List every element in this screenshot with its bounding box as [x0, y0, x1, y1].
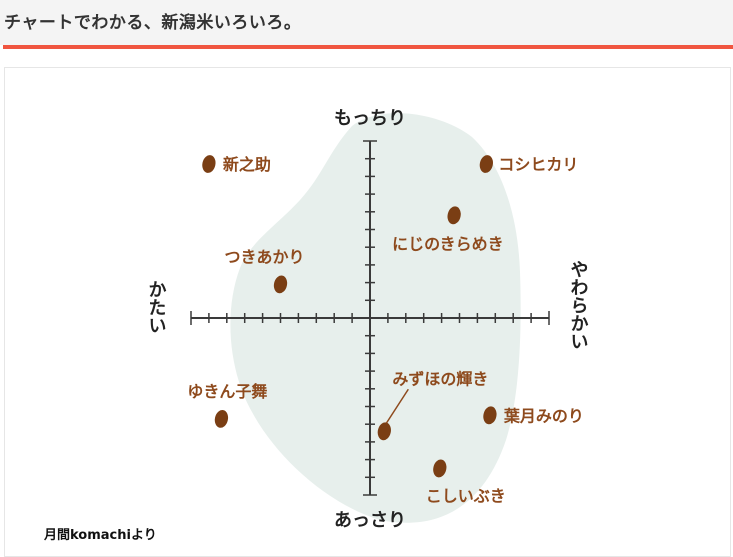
axis-label-bottom: あっさり	[334, 510, 406, 531]
page-title: チャートでわかる、新潟米いろいろ。	[4, 13, 302, 33]
rice-point: コシヒカリ	[479, 155, 578, 174]
axis-label-top: もっちり	[334, 108, 406, 129]
rice-grain-icon	[214, 409, 229, 428]
rice-point: にじのきらめき	[392, 206, 504, 253]
rice-variety-label: コシヒカリ	[498, 155, 578, 174]
axis-label-left: かたい	[146, 280, 167, 334]
rice-grain-icon	[273, 275, 288, 294]
rice-grain-icon	[483, 406, 497, 425]
source-credit: 月間komachiより	[44, 528, 157, 543]
chart-axes	[190, 140, 550, 496]
leader-line	[385, 388, 409, 424]
rice-point: 新之助	[202, 155, 271, 174]
rice-variety-label: ゆきん子舞	[187, 382, 267, 401]
axis-labels: もっちり あっさり かたい やわらかい	[146, 108, 589, 531]
page-header: チャートでわかる、新潟米いろいろ。	[0, 0, 733, 45]
rice-grain-icon	[377, 422, 391, 441]
rice-variety-label: つきあかり	[225, 247, 305, 266]
rice-grain-icon	[479, 155, 493, 173]
rice-variety-label: こしいぶき	[426, 486, 506, 505]
rice-grain-icon	[447, 206, 461, 225]
rice-variety-label: にじのきらめき	[392, 234, 504, 253]
rice-point: こしいぶき	[426, 459, 506, 505]
axis-label-right: やわらかい	[568, 260, 589, 350]
header-accent-rule	[3, 45, 733, 49]
rice-point: ゆきん子舞	[187, 382, 267, 428]
rice-variety-label: 葉月みのり	[503, 406, 584, 425]
rice-point: 葉月みのり	[483, 406, 584, 425]
rice-grain-icon	[202, 155, 216, 173]
rice-grain-icon	[433, 459, 447, 478]
rice-variety-label: みずほの輝き	[392, 369, 488, 388]
rice-point: つきあかり	[225, 247, 305, 294]
rice-variety-label: 新之助	[223, 155, 271, 174]
rice-point: みずほの輝き	[377, 369, 488, 441]
